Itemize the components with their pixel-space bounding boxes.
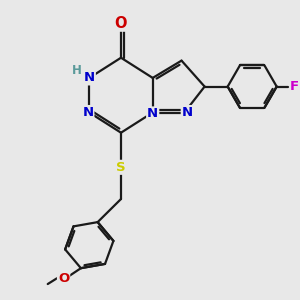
Text: N: N bbox=[147, 107, 158, 121]
Text: N: N bbox=[82, 106, 93, 119]
Text: N: N bbox=[182, 106, 193, 119]
Text: F: F bbox=[290, 80, 298, 93]
Text: N: N bbox=[84, 71, 95, 84]
Text: H: H bbox=[72, 64, 82, 77]
Text: O: O bbox=[115, 16, 127, 31]
Text: O: O bbox=[58, 272, 69, 285]
Text: S: S bbox=[116, 161, 126, 174]
